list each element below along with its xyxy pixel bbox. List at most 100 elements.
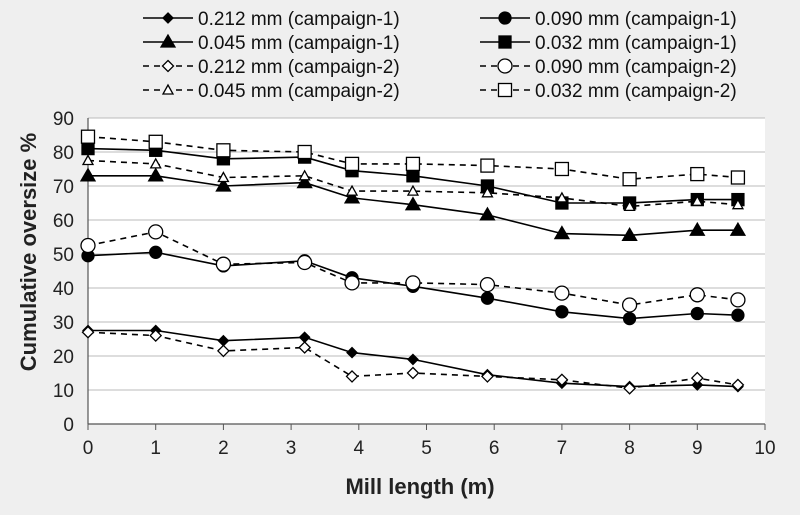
legend-entry-8: 0.032 mm (campaign-2) [480,81,737,102]
data-point [479,206,496,221]
data-point [621,227,638,241]
data-point [691,378,704,391]
data-point [148,224,164,240]
data-point [405,275,421,291]
x-tick-label: 3 [286,438,297,459]
y-tick-label: 40 [53,279,74,300]
legend-marker [161,59,175,73]
series-line [87,135,738,181]
series-6 [80,224,746,313]
y-tick-label: 80 [53,143,74,164]
legend-entry-1: 0.212 mm (campaign-1) [143,9,400,30]
y-axis-title: Cumulative oversize % [16,133,41,371]
data-point [298,341,312,354]
legend-marker [497,58,513,74]
x-tick-label: 1 [150,438,161,459]
legend-label: 0.212 mm (campaign-2) [198,57,400,78]
y-tick-label: 60 [53,211,74,232]
data-point [689,221,706,236]
data-point [298,169,311,181]
data-point [622,311,637,326]
data-point [149,329,163,343]
series-line [87,159,738,208]
y-tick-label: 0 [63,415,74,436]
series-3 [79,167,747,241]
data-point [622,172,637,187]
y-tick-label: 70 [53,177,74,198]
data-point [554,161,570,177]
series-7 [81,154,745,212]
legend-label: 0.032 mm (campaign-1) [535,33,737,54]
x-tick-label: 10 [754,438,775,459]
data-point [621,297,638,313]
series-8 [80,129,746,187]
legend-marker [498,11,512,25]
data-point [297,144,312,160]
grid-lines [88,117,765,391]
legend: 0.212 mm (campaign-1) 0.090 mm (campaign-… [143,9,737,102]
legend-entry-2: 0.090 mm (campaign-1) [480,9,737,30]
x-tick-label: 7 [557,438,568,459]
data-point [217,171,230,183]
y-tick-label: 30 [53,313,74,334]
data-point [690,371,704,385]
x-tick-label: 8 [624,438,635,459]
legend-marker [498,35,512,49]
legend-marker [161,83,175,95]
data-point [406,169,420,183]
data-point [345,184,359,196]
data-point [406,184,420,196]
legend-entry-3: 0.045 mm (campaign-1) [143,33,400,54]
x-tick-label: 0 [83,438,94,459]
data-point [555,191,569,203]
data-point [215,177,232,192]
data-point [730,170,746,185]
y-tick-label: 50 [53,245,74,266]
series-5 [81,325,745,395]
legend-label: 0.045 mm (campaign-2) [198,81,400,102]
data-point [344,275,360,291]
data-point [147,167,164,182]
legend-entry-7: 0.045 mm (campaign-2) [143,81,400,102]
data-point [149,245,163,259]
x-tick-label: 2 [218,438,229,459]
legend-entry-4: 0.032 mm (campaign-1) [480,33,737,54]
data-point [481,186,494,198]
series-group [79,129,747,395]
data-point [343,189,361,204]
legend-entry-6: 0.090 mm (campaign-2) [480,57,737,78]
tick-labels: 0 10 20 30 40 50 60 70 80 90 0 1 2 3 4 5 6 7 8 9 10 [53,109,776,459]
data-point [730,292,746,308]
data-point [216,344,230,358]
data-point [79,167,97,182]
data-point [345,369,359,383]
y-tick-label: 20 [53,347,74,368]
data-point [729,221,747,236]
y-tick-label: 10 [53,381,74,402]
data-point [148,134,163,149]
x-tick-label: 6 [489,438,500,459]
legend-label: 0.212 mm (campaign-1) [198,9,400,30]
data-point [215,256,232,272]
legend-marker [159,33,177,48]
legend-label: 0.045 mm (campaign-1) [198,33,400,54]
data-point [80,237,96,254]
data-point [405,156,421,172]
data-point [296,254,313,271]
legend-label: 0.032 mm (campaign-2) [535,81,737,102]
data-point [690,306,704,321]
data-point [80,129,96,144]
x-axis-title: Mill length (m) [345,474,494,499]
x-tick-label: 4 [354,438,365,459]
data-point [81,141,95,156]
data-point [691,194,704,206]
data-point [346,346,358,359]
data-point [407,353,419,366]
data-point [731,378,745,392]
data-point [149,157,162,169]
plot-area [88,118,765,424]
data-point [480,158,495,173]
data-point [404,196,422,211]
legend-marker [162,12,174,24]
